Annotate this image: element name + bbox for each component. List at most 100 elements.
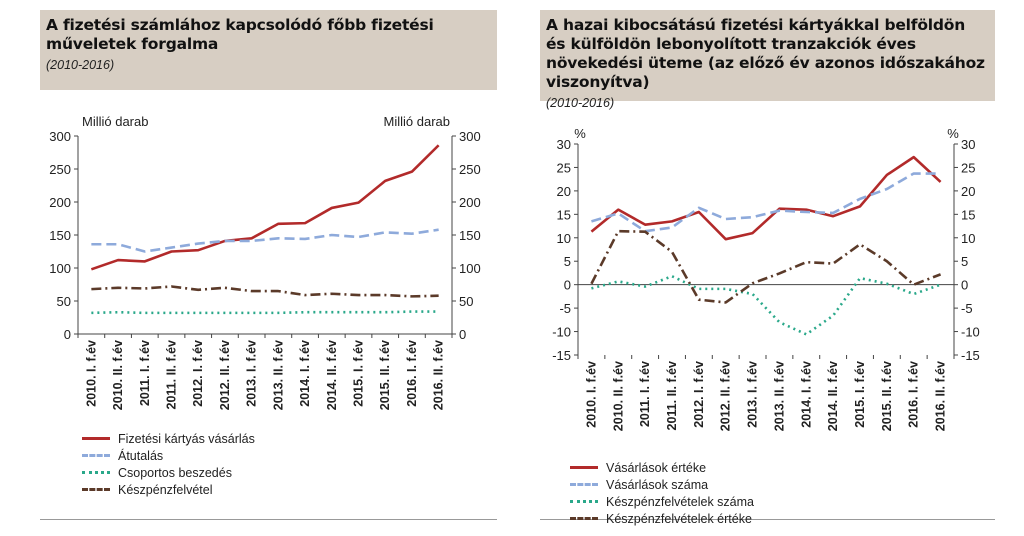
right-legend-item-keszpenzfelvetelek-szama: Készpénzfelvételek száma (570, 493, 754, 510)
left-chart-panel: A fizetési számlához kapcsolódó főbb fiz… (40, 10, 497, 520)
right-xtick-label: 2013. II. f.év (772, 361, 786, 431)
left-ytick-label-left: 200 (49, 195, 71, 210)
right-ytick-label-left: 10 (557, 231, 571, 246)
right-series-keszpenzfelvetelek-szama (591, 274, 941, 336)
right-xtick-label: 2012. II. f.év (719, 361, 733, 431)
right-ytick-label-left: 20 (557, 184, 571, 199)
left-series-fizetesi-kartyas-vasarlas (90, 144, 440, 271)
right-ytick-label-right: 0 (961, 278, 968, 293)
right-chart-panel: A hazai kibocsátású fizetési kártyákkal … (540, 10, 995, 526)
right-xtick-label: 2015. I. f.év (853, 361, 867, 428)
left-ytick-label-left: 100 (49, 261, 71, 276)
left-xtick-label: 2014. II. f.év (325, 340, 339, 410)
right-chart-subtitle: (2010-2016) (546, 96, 615, 110)
right-ytick-label-right: 15 (961, 207, 975, 222)
left-ytick-label-left: 300 (49, 129, 71, 144)
left-legend-swatch (82, 454, 110, 457)
right-ytick-label-right: -10 (961, 325, 980, 340)
left-xtick-label: 2010. II. f.év (111, 340, 125, 410)
right-legend-label: Vásárlások száma (606, 477, 709, 492)
left-legend-item-fizetesi-kartyas-vasarlas: Fizetési kártyás vásárlás (82, 430, 255, 447)
right-ytick-label-right: 5 (961, 254, 968, 269)
left-line-chart: 0 0 50 50 100 100 150 150 200 200 250 250 300 300 Mill… (49, 114, 481, 410)
right-ytick-label-left: -5 (559, 301, 571, 316)
right-series-vasarlasok-erteke (590, 155, 942, 241)
left-xtick-label: 2015. II. f.év (378, 340, 392, 410)
left-ytick-label-right: 100 (459, 261, 481, 276)
left-xtick-label: 2016. I. f.év (405, 340, 419, 407)
right-legend-swatch (570, 517, 598, 520)
left-legend-item-atutalas: Átutalás (82, 447, 255, 464)
right-ytick-label-right: 25 (961, 160, 975, 175)
right-legend-swatch (570, 500, 598, 503)
right-xtick-label: 2011. II. f.év (665, 361, 679, 431)
left-chart-title: A fizetési számlához kapcsolódó főbb fiz… (46, 16, 434, 53)
right-series-keszpenzfelvetelek-erteke (590, 229, 942, 304)
right-ytick-label-left: -15 (552, 348, 571, 363)
left-ytick-label-right: 250 (459, 162, 481, 177)
left-chart-header: A fizetési számlához kapcsolódó főbb fiz… (40, 10, 497, 90)
left-legend-swatch (82, 488, 110, 491)
left-chart-legend: Fizetési kártyás vásárlás Átutalás Csoport… (82, 430, 255, 498)
right-ytick-label-right: 30 (961, 137, 975, 152)
left-legend-item-keszpenzfelvetel: Készpénzfelvétel (82, 481, 255, 498)
right-ylabel-left: % (574, 126, 586, 141)
right-chart-title: A hazai kibocsátású fizetési kártyákkal … (546, 16, 985, 91)
right-ytick-label-left: 15 (557, 207, 571, 222)
left-ytick-label-left: 250 (49, 162, 71, 177)
left-ylabel-right: Millió darab (384, 114, 450, 129)
right-series-vasarlasok-szama (591, 172, 941, 233)
left-ytick-label-right: 300 (459, 129, 481, 144)
right-ylabel-right: % (947, 126, 959, 141)
left-series-keszpenzfelvetel (91, 285, 439, 298)
left-legend-swatch (82, 437, 110, 440)
left-ytick-label-right: 150 (459, 228, 481, 243)
left-legend-label: Csoportos beszedés (118, 465, 232, 480)
right-xtick-label: 2011. I. f.év (638, 361, 652, 427)
left-legend-item-csoportos-beszedes: Csoportos beszedés (82, 464, 255, 481)
right-xtick-label: 2014. I. f.év (799, 361, 813, 428)
right-chart-legend: Vásárlások értéke Vásárlások száma Készpén… (570, 459, 754, 527)
left-ytick-label-left: 50 (57, 294, 71, 309)
right-legend-swatch (570, 466, 598, 469)
right-ytick-label-right: -15 (961, 348, 980, 363)
left-ytick-label-left: 0 (64, 327, 71, 342)
left-chart-subtitle: (2010-2016) (46, 58, 115, 72)
left-legend-label: Átutalás (118, 448, 164, 463)
right-ytick-label-left: 5 (564, 254, 571, 269)
left-xtick-label: 2013. II. f.év (271, 340, 285, 410)
right-xtick-label: 2013. I. f.év (746, 361, 760, 428)
right-xtick-label: 2014. II. f.év (826, 361, 840, 431)
left-legend-label: Fizetési kártyás vásárlás (118, 431, 255, 446)
left-xtick-label: 2016. II. f.év (432, 340, 446, 410)
right-xtick-label: 2010. II. f.év (611, 361, 625, 431)
left-xtick-label: 2011. II. f.év (165, 340, 179, 410)
left-legend-swatch (82, 471, 110, 474)
left-ytick-label-right: 200 (459, 195, 481, 210)
right-ytick-label-right: -5 (961, 301, 973, 316)
right-xtick-label: 2015. II. f.év (880, 361, 894, 431)
right-xtick-label: 2010. I. f.év (584, 361, 598, 428)
left-xtick-label: 2012. II. f.év (218, 340, 232, 410)
right-xtick-label: 2016. I. f.év (907, 361, 921, 428)
right-legend-label: Készpénzfelvételek értéke (606, 511, 752, 526)
right-legend-item-vasarlasok-erteke: Vásárlások értéke (570, 459, 754, 476)
right-ytick-label-left: 0 (564, 278, 571, 293)
right-legend-item-vasarlasok-szama: Vásárlások száma (570, 476, 754, 493)
right-legend-label: Készpénzfelvételek száma (606, 494, 754, 509)
left-legend-label: Készpénzfelvétel (118, 482, 213, 497)
right-xtick-label: 2016. II. f.év (934, 361, 948, 431)
right-legend-swatch (570, 483, 598, 486)
left-xtick-label: 2012. I. f.év (191, 340, 205, 407)
left-xtick-label: 2013. I. f.év (245, 340, 259, 407)
right-legend-item-keszpenzfelvetelek-erteke: Készpénzfelvételek értéke (570, 510, 754, 527)
left-series-csoportos-beszedes (91, 310, 439, 315)
right-chart-header: A hazai kibocsátású fizetési kártyákkal … (540, 10, 995, 110)
left-xtick-label: 2014. I. f.év (298, 340, 312, 407)
left-xtick-label: 2011. I. f.év (138, 340, 152, 406)
left-series-atutalas (91, 228, 439, 253)
left-ytick-label-right: 50 (459, 294, 473, 309)
right-xtick-label: 2012. I. f.év (692, 361, 706, 428)
right-ytick-label-left: -10 (552, 325, 571, 340)
right-chart-area: -15 -15 -10 -10 -5 -5 0 0 5 5 10 10 15 15 20 20 25 25 30 30… (540, 101, 995, 526)
